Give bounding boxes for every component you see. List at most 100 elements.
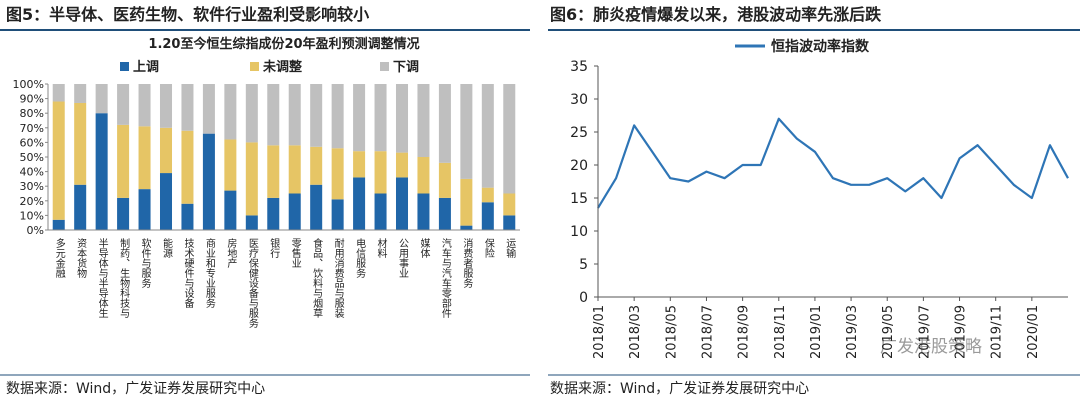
bar-segment bbox=[288, 193, 301, 230]
y-tick-label: 15 bbox=[570, 191, 588, 207]
x-tick-label: 2018/03 bbox=[628, 305, 643, 359]
bar-segment bbox=[267, 197, 280, 230]
y-tick-label: 35 bbox=[570, 59, 588, 75]
bar-segment bbox=[503, 215, 516, 230]
line bbox=[597, 117, 1069, 209]
x-tick-label: 制药、生物科技与 bbox=[118, 237, 130, 319]
bar-segment bbox=[331, 148, 344, 200]
bar-segment bbox=[417, 157, 430, 194]
y-tick-label: 60% bbox=[20, 136, 44, 149]
x-tick-label: 2019/09 bbox=[954, 305, 969, 359]
bar-segment bbox=[74, 84, 87, 103]
legend-label: 上调 bbox=[133, 60, 159, 75]
bar-segment bbox=[267, 84, 280, 146]
heading: 图6：肺炎疫情爆发以来，港股波动率先涨后跌 bbox=[550, 5, 882, 24]
bar-segment bbox=[181, 84, 194, 131]
legend-label: 恒指波动率指数 bbox=[771, 38, 870, 55]
y-tick-label: 0% bbox=[27, 224, 44, 237]
bar-segment bbox=[460, 84, 473, 179]
legend-swatch bbox=[250, 62, 259, 71]
bar-segment bbox=[353, 177, 366, 230]
y-tick-label: 20 bbox=[570, 158, 588, 174]
legend-label: 下调 bbox=[393, 60, 419, 75]
x-tick-label: 能源 bbox=[161, 237, 173, 259]
y-tick-label: 5 bbox=[579, 257, 588, 273]
x-tick-label: 2019/07 bbox=[917, 305, 932, 359]
x-tick-label: 食品、饮料与烟草 bbox=[311, 237, 323, 318]
x-tick-label: 2018/05 bbox=[664, 305, 679, 359]
bar-segment bbox=[288, 145, 301, 194]
bar-segment bbox=[52, 219, 65, 230]
bar-segment bbox=[460, 178, 473, 226]
y-tick-label: 0 bbox=[579, 290, 588, 306]
x-tick-label: 软件与服务 bbox=[139, 237, 151, 289]
x-tick-label: 房地产 bbox=[225, 237, 237, 269]
x-tick-label: 资本货物 bbox=[75, 238, 87, 279]
bar-segment bbox=[288, 84, 301, 146]
y-tick-label: 10% bbox=[20, 209, 44, 222]
source: 数据来源：Wind，广发证券发展研究中心 bbox=[550, 381, 809, 397]
bar-segment bbox=[138, 189, 151, 230]
x-tick-label: 媒体 bbox=[418, 238, 430, 259]
bar-segment bbox=[395, 152, 409, 178]
bar-segment bbox=[331, 199, 344, 230]
bar-segment bbox=[159, 84, 173, 128]
bar-segment bbox=[138, 84, 151, 127]
bar-segment bbox=[138, 126, 151, 190]
bar-segment bbox=[395, 177, 409, 230]
y-tick-label: 70% bbox=[20, 122, 44, 135]
legend-swatch bbox=[120, 62, 129, 71]
x-tick-label: 材料 bbox=[375, 237, 387, 259]
x-tick-label: 2019/11 bbox=[990, 305, 1005, 359]
x-tick-label: 医疗保健设备与服务 bbox=[246, 238, 258, 329]
bar-segment bbox=[95, 113, 108, 230]
x-tick-label: 半导体与半导体生 bbox=[96, 237, 108, 318]
x-tick-label: 2018/11 bbox=[773, 305, 788, 359]
bar-segment bbox=[159, 173, 173, 230]
bar-segment bbox=[460, 225, 473, 230]
y-tick-label: 50% bbox=[20, 151, 44, 164]
bar-segment bbox=[117, 84, 130, 125]
bar-segment bbox=[417, 193, 430, 230]
bar-segment bbox=[503, 193, 516, 216]
x-tick-label: 2018/09 bbox=[737, 305, 752, 359]
x-tick-label: 银行 bbox=[268, 237, 280, 259]
y-tick-label: 100% bbox=[13, 78, 44, 91]
bar-segment bbox=[224, 190, 237, 230]
bar-segment bbox=[374, 84, 387, 152]
x-tick-label: 2019/03 bbox=[845, 305, 860, 359]
bar-segment bbox=[353, 84, 366, 152]
legend-label: 未调整 bbox=[262, 59, 303, 75]
heading: 图5：半导体、医药生物、软件行业盈利受影响较小 bbox=[6, 5, 369, 24]
bar-segment bbox=[395, 84, 409, 153]
x-tick-label: 汽车与汽车零部件 bbox=[439, 237, 451, 319]
bar-segment bbox=[181, 203, 194, 230]
bar-segment bbox=[224, 139, 237, 191]
bar-segment bbox=[374, 193, 387, 230]
bar-segment bbox=[481, 187, 494, 203]
bar-segment bbox=[95, 84, 108, 114]
bar-segment bbox=[117, 124, 130, 198]
x-tick-label: 2019/05 bbox=[881, 305, 896, 359]
bar-segment bbox=[310, 146, 323, 185]
y-tick-label: 80% bbox=[20, 107, 44, 120]
bar-segment bbox=[52, 84, 65, 102]
bar-segment bbox=[374, 151, 387, 194]
x-tick-label: 技术硬件与设备 bbox=[182, 237, 194, 309]
bar-segment bbox=[52, 101, 65, 220]
y-tick-label: 30 bbox=[570, 92, 588, 108]
bar-segment bbox=[438, 84, 451, 163]
chart-title: 1.20至今恒生综指成份20年盈利预测调整情况 bbox=[148, 36, 419, 52]
bar-segment bbox=[245, 142, 258, 216]
bar-segment bbox=[202, 133, 215, 230]
bar-segment bbox=[74, 102, 87, 185]
bar-segment bbox=[74, 184, 87, 230]
bar-segment bbox=[224, 84, 237, 140]
bar-segment bbox=[245, 215, 258, 230]
bar-segment bbox=[181, 130, 194, 204]
x-tick-label: 公用事业 bbox=[397, 238, 409, 278]
bar-segment bbox=[438, 197, 451, 230]
legend-swatch bbox=[380, 62, 389, 71]
y-tick-label: 30% bbox=[20, 180, 44, 193]
